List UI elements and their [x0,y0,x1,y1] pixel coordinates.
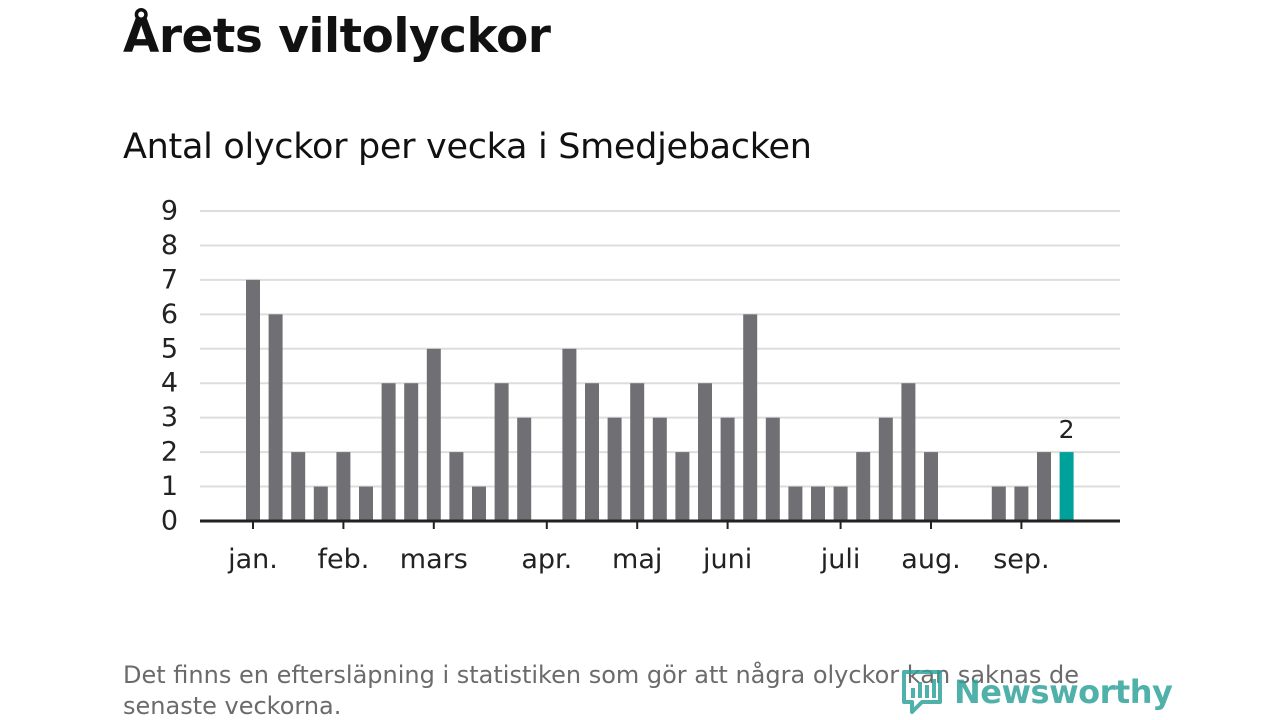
bar [313,486,328,521]
bar [359,486,373,521]
y-tick-label: 1 [161,471,178,502]
x-tick-label: maj [612,544,662,575]
brand-name: Newsworthy [954,673,1173,711]
bar [833,486,848,521]
bar [991,486,1006,521]
bar [585,383,599,521]
bar [494,383,509,521]
x-tick-label: apr. [521,544,572,575]
bar [381,383,396,521]
footnote: Det finns en eftersläpning i statistiken… [123,661,1079,720]
bar [630,383,645,521]
bars: 2 [246,279,1075,521]
x-tick-label: sep. [993,544,1049,575]
bar [404,383,419,521]
bar [856,452,871,521]
bar [517,417,532,521]
y-tick-label: 0 [161,506,178,537]
x-tick-label: juli [820,544,861,575]
bar [765,417,780,521]
bar [698,383,712,521]
x-axis-ticks: jan. feb. mars apr. maj juni juli aug. sep. [227,521,1050,575]
bar [336,452,351,521]
bar [607,417,622,521]
bar [811,486,825,521]
bar [291,452,306,521]
highlight-data-label: 2 [1059,415,1075,444]
bar [878,417,893,521]
bar-highlighted [1059,452,1074,521]
y-tick-label: 9 [161,196,178,227]
x-tick-label: feb. [317,544,369,575]
y-tick-label: 2 [161,437,178,468]
bar [449,452,464,521]
bar [924,452,938,521]
chart-subtitle: Antal olyckor per vecka i Smedjebacken [123,127,812,167]
x-tick-label: jan. [227,544,278,575]
bar [901,383,916,521]
x-tick-label: juni [702,544,752,575]
x-tick-label: aug. [901,544,960,575]
bar [743,314,758,521]
y-tick-label: 5 [161,333,178,364]
y-tick-label: 3 [161,402,178,433]
y-tick-label: 8 [161,230,178,261]
brand-logo: Newsworthy [900,668,1173,716]
bar [472,486,486,521]
y-tick-label: 4 [161,368,178,399]
bar [426,348,441,521]
bar-chart-logo-icon [902,670,942,714]
bar [652,417,667,521]
bar [788,486,803,521]
y-tick-label: 7 [161,264,178,295]
bar [720,417,735,521]
bar [268,314,283,521]
bar [562,348,577,521]
y-tick-label: 6 [161,299,178,330]
page-title: Årets viltolyckor [123,9,551,64]
x-tick-label: mars [400,544,468,575]
bar [675,452,690,521]
y-axis-ticks: 0 12 34 56 789 [161,196,178,537]
bar [1037,452,1051,521]
bar [1014,486,1029,521]
bar [246,279,260,521]
